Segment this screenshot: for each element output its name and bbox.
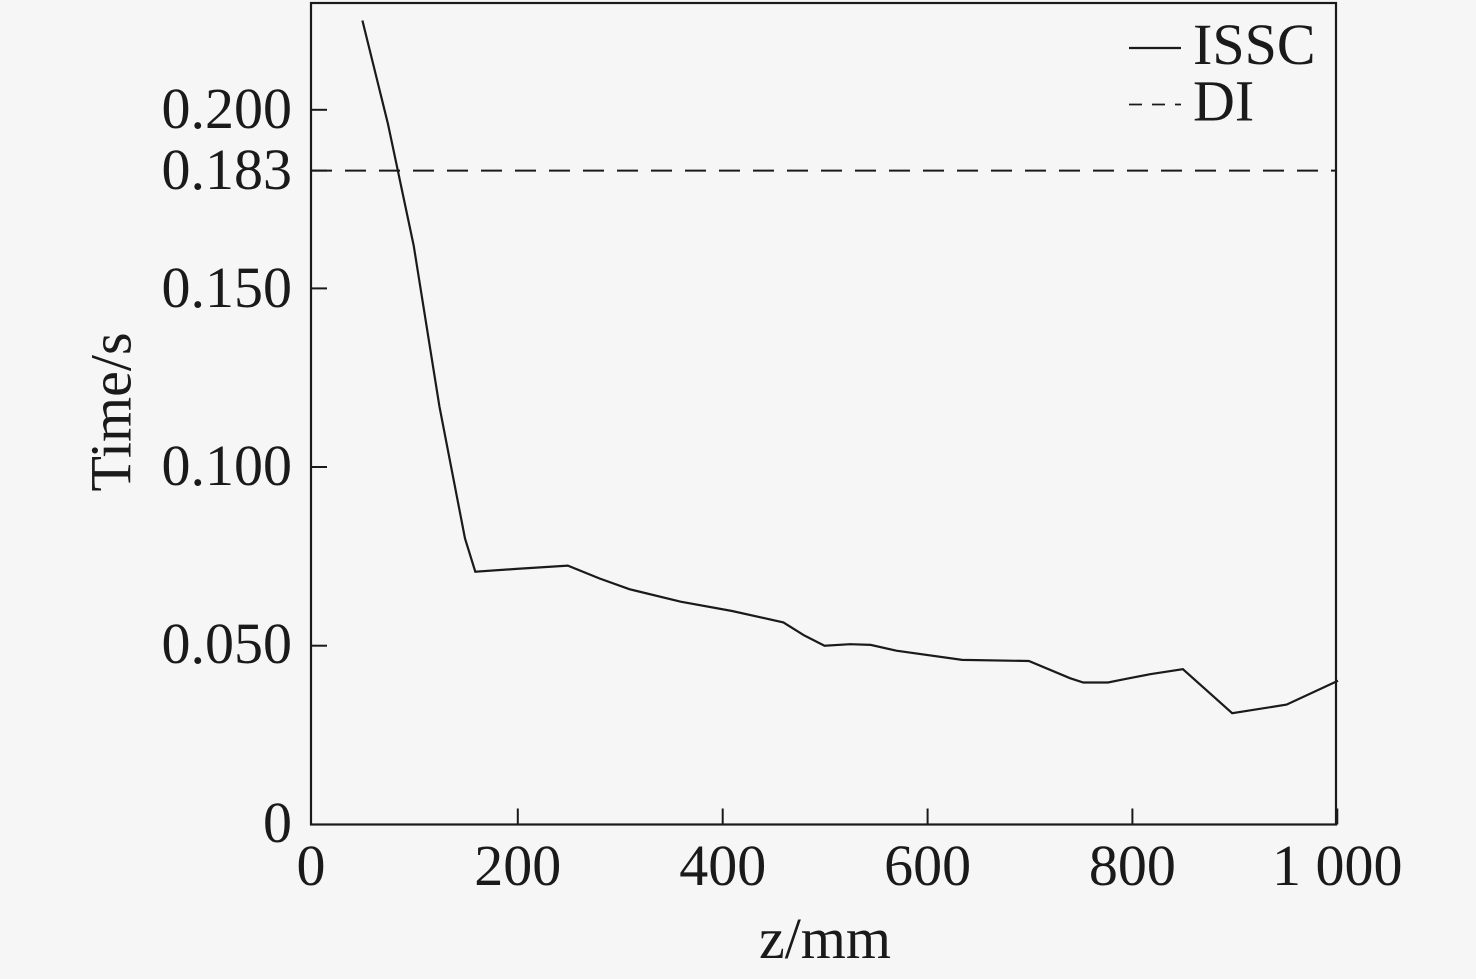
svg-text:1 000: 1 000 <box>1272 833 1403 898</box>
svg-text:0.150: 0.150 <box>162 255 293 320</box>
svg-text:0.050: 0.050 <box>162 611 293 676</box>
svg-text:z/mm: z/mm <box>759 906 891 971</box>
svg-text:ISSC: ISSC <box>1193 12 1316 77</box>
svg-text:0.100: 0.100 <box>162 433 293 498</box>
svg-text:600: 600 <box>884 833 971 898</box>
svg-text:DI: DI <box>1193 69 1254 134</box>
svg-text:0: 0 <box>263 790 292 855</box>
svg-text:800: 800 <box>1089 833 1176 898</box>
svg-text:400: 400 <box>679 833 766 898</box>
svg-text:0.200: 0.200 <box>162 76 293 141</box>
svg-text:0: 0 <box>297 833 326 898</box>
svg-text:Time/s: Time/s <box>79 332 144 491</box>
svg-text:0.183: 0.183 <box>162 137 293 202</box>
svg-text:200: 200 <box>474 833 561 898</box>
